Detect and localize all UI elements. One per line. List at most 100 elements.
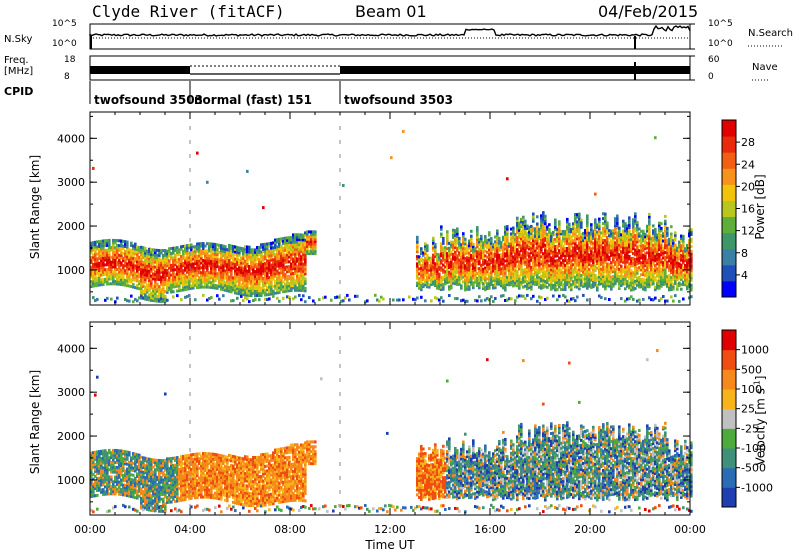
power-cell (568, 225, 571, 229)
power-cell (474, 263, 477, 267)
power-cell (96, 298, 99, 301)
power-cell (440, 249, 443, 253)
power-cell (664, 258, 667, 262)
power-cell (614, 219, 617, 223)
power-cell (202, 293, 205, 297)
power-cell (312, 237, 315, 241)
power-cell (532, 260, 535, 264)
power-cell (102, 254, 105, 257)
power-cell (602, 260, 605, 264)
power-cell (662, 249, 665, 253)
power-cell (154, 298, 157, 302)
power-cell (146, 295, 149, 299)
power-cell (162, 266, 165, 269)
power-cell (104, 251, 107, 255)
power-cell (134, 266, 137, 270)
power-cell (506, 280, 509, 284)
power-cell (142, 275, 145, 279)
power-cell (194, 276, 197, 280)
power-cell (230, 249, 233, 253)
power-cell (144, 254, 147, 258)
power-cell (262, 243, 265, 247)
power-cell (300, 250, 303, 254)
power-cell (516, 281, 519, 285)
power-cell (506, 249, 509, 253)
power-cell (458, 268, 461, 272)
power-cell (300, 269, 303, 273)
power-cell (188, 260, 191, 264)
power-cell (122, 268, 125, 272)
power-cell (510, 258, 513, 262)
power-cell (504, 225, 507, 229)
power-cell (580, 247, 583, 251)
power-cell (292, 243, 295, 247)
power-cell (442, 285, 445, 289)
power-cell (188, 270, 191, 274)
power-cell (198, 271, 201, 275)
power-cell (272, 265, 275, 269)
power-cell (516, 219, 519, 223)
power-cell (664, 234, 667, 238)
power-cell (622, 222, 625, 226)
power-cell (114, 275, 117, 279)
power-cell (266, 276, 269, 280)
power-cell (540, 219, 543, 223)
power-cell (538, 278, 541, 282)
power-cell (604, 282, 607, 286)
power-cell (454, 243, 457, 247)
power-cell (574, 270, 577, 274)
power-cell (164, 270, 167, 274)
power-cell (434, 269, 437, 273)
power-cell (236, 284, 239, 288)
power-cell (504, 276, 507, 280)
power-cell (432, 239, 435, 243)
power-cell (592, 278, 595, 281)
power-cell (428, 268, 431, 272)
power-cell (454, 265, 457, 269)
power-cell (458, 244, 461, 248)
power-cell (458, 275, 461, 279)
power-cell (548, 249, 551, 253)
power-cell (104, 268, 107, 272)
power-cell (544, 265, 547, 269)
power-cell (250, 265, 253, 269)
power-cell (598, 270, 601, 274)
power-cell (178, 250, 181, 254)
power-cell (648, 275, 651, 279)
power-cell (126, 247, 129, 251)
power-cell (552, 252, 555, 256)
power-cell (556, 298, 559, 302)
power-cell (178, 272, 181, 276)
power-cell (586, 255, 589, 259)
power-cell (402, 129, 405, 133)
power-cell (214, 272, 217, 275)
power-cell (284, 236, 287, 240)
power-cell (492, 264, 495, 268)
power-cell (504, 235, 507, 239)
power-cell (664, 272, 667, 276)
power-cell (642, 253, 645, 257)
power-cell (524, 236, 527, 240)
power-cell (250, 248, 253, 252)
power-cell (518, 226, 521, 230)
power-cell (244, 293, 247, 297)
power-cell (640, 239, 643, 243)
power-cell (550, 268, 553, 272)
power-cell (522, 232, 525, 236)
power-cell (466, 285, 469, 289)
power-cell (624, 224, 627, 228)
power-cell (134, 274, 137, 277)
power-cell (656, 260, 659, 264)
power-cell (566, 239, 569, 243)
power-cell (598, 229, 601, 233)
power-cell (236, 275, 239, 278)
power-cell (182, 286, 185, 289)
power-cell (438, 253, 441, 257)
power-cell (162, 268, 165, 272)
power-cell (660, 236, 663, 240)
power-cell (524, 253, 527, 257)
power-cell (526, 224, 529, 228)
power-cell (562, 232, 565, 236)
power-cell (544, 284, 547, 288)
power-cell (496, 243, 499, 247)
